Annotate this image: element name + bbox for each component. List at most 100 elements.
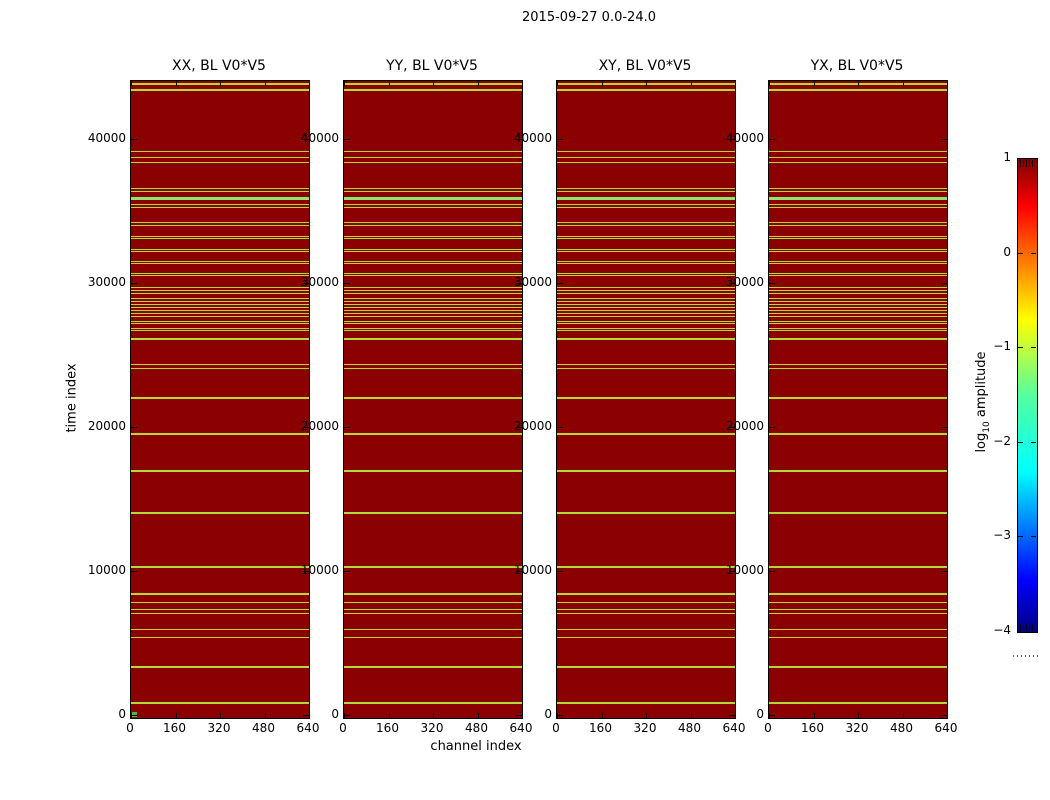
flag-stripe — [344, 151, 522, 152]
colorbar-tick-label: −3 — [993, 528, 1011, 543]
colorbar-tick-mark — [1031, 536, 1036, 538]
flag-stripe — [131, 301, 309, 302]
x-tick-mark — [902, 81, 904, 86]
x-tick-mark — [131, 713, 132, 718]
flag-stripe — [557, 512, 735, 514]
y-tick-mark — [557, 427, 563, 428]
colorbar-tick-mark — [1031, 441, 1036, 443]
flag-stripe — [769, 207, 947, 208]
flag-stripe — [769, 191, 947, 192]
y-tick-mark — [769, 283, 775, 284]
flag-stripe — [344, 433, 522, 435]
flag-stripe — [557, 197, 735, 200]
flag-stripe — [769, 287, 947, 288]
y-tick-label: 0 — [756, 707, 764, 721]
flag-stripe — [557, 251, 735, 252]
flag-stripe — [557, 249, 735, 250]
flag-stripe — [557, 368, 735, 369]
colorbar-tick-label: −2 — [993, 433, 1011, 448]
flag-stripe — [131, 602, 309, 603]
flag-stripe — [131, 613, 309, 614]
flag-stripe — [344, 328, 522, 329]
flag-stripe — [344, 364, 522, 365]
flag-stripe — [769, 304, 947, 305]
flag-stripe — [131, 593, 309, 595]
flag-stripe — [131, 290, 309, 291]
heatmap-panel-1 — [130, 80, 310, 719]
y-tick-mark — [516, 283, 522, 284]
colorbar-tick-label: −1 — [993, 339, 1011, 354]
flag-stripe — [344, 261, 522, 262]
flag-stripe — [769, 275, 947, 276]
flag-stripe — [557, 207, 735, 208]
panel-title-yy: YY, BL V0*V5 — [386, 58, 478, 74]
y-tick-mark — [557, 571, 563, 572]
flag-stripe — [344, 162, 522, 163]
x-tick-mark — [769, 81, 770, 86]
x-tick-mark — [947, 713, 948, 718]
x-tick-mark — [264, 713, 266, 718]
y-tick-mark — [344, 571, 350, 572]
flag-stripe — [131, 287, 309, 288]
x-tick-mark — [646, 81, 647, 86]
flag-stripe — [557, 397, 735, 399]
flag-stripe — [769, 637, 947, 638]
flag-stripe — [131, 702, 309, 704]
x-tick-label: 480 — [252, 721, 275, 735]
y-tick-mark — [303, 427, 309, 428]
y-tick-mark — [303, 139, 309, 140]
flag-stripe — [769, 330, 947, 331]
flag-stripe — [557, 566, 735, 568]
flag-stripe — [769, 321, 947, 322]
heatmap-panel-4 — [768, 80, 948, 719]
flag-stripe — [344, 323, 522, 324]
flag-stripe — [131, 222, 309, 223]
y-tick-mark — [941, 715, 947, 716]
flag-stripe — [769, 397, 947, 399]
flag-stripe — [769, 251, 947, 252]
x-tick-mark — [947, 81, 948, 86]
flag-stripe — [344, 273, 522, 274]
flag-stripe — [769, 470, 947, 472]
flag-stripe — [769, 666, 947, 668]
y-tick-mark — [131, 715, 137, 716]
flag-stripe — [557, 304, 735, 305]
colorbar-top-hatch-ticks — [1020, 160, 1035, 167]
panel-title-xx: XX, BL V0*V5 — [172, 58, 266, 74]
flag-stripe — [131, 666, 309, 668]
flag-stripe — [769, 316, 947, 317]
y-tick-mark — [344, 427, 350, 428]
colorbar-tick-label: −4 — [993, 623, 1011, 637]
colorbar-tick-mark — [1018, 441, 1023, 443]
flag-stripe — [344, 188, 522, 189]
flag-stripe — [344, 249, 522, 250]
flag-stripe — [557, 307, 735, 308]
y-tick-label: 40000 — [725, 131, 764, 145]
x-tick-label: 480 — [678, 721, 701, 735]
figure-suptitle: 2015-09-27 0.0-24.0 — [522, 10, 656, 25]
flag-stripe — [769, 323, 947, 324]
flag-stripe — [344, 338, 522, 340]
flag-stripe — [131, 364, 309, 365]
flag-stripe — [131, 251, 309, 252]
x-tick-label: 640 — [296, 721, 320, 735]
y-tick-mark — [131, 571, 137, 572]
flag-stripe — [769, 89, 947, 91]
colorbar-tick-mark — [1031, 252, 1036, 254]
x-tick-mark — [344, 713, 345, 718]
flag-stripe — [557, 238, 735, 239]
flag-stripe — [557, 321, 735, 322]
colorbar-bottom-hatch-ticks — [1020, 624, 1035, 631]
flag-stripe — [131, 273, 309, 274]
flag-stripe — [131, 566, 309, 568]
y-tick-label: 40000 — [513, 131, 552, 145]
flag-stripe — [769, 293, 947, 294]
flag-stripe — [769, 433, 947, 435]
flag-stripe — [344, 298, 522, 299]
flag-stripe — [344, 157, 522, 158]
y-tick-mark — [729, 715, 735, 716]
y-tick-mark — [303, 283, 309, 284]
colorbar-tick-label: 1 — [1003, 150, 1011, 164]
y-tick-label: 20000 — [300, 419, 339, 433]
flag-stripe — [131, 310, 309, 311]
